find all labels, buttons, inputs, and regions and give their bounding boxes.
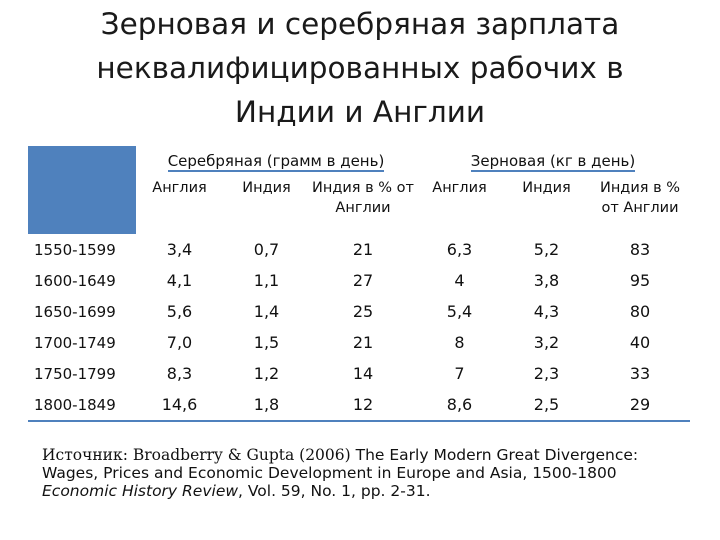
table-cell: 7,0 — [166, 333, 193, 352]
subheader-row: Англия Индия Индия в % от Англии Англия … — [28, 176, 690, 234]
title-line-3: Индии и Англии — [234, 95, 486, 129]
source-note: Источник: Broadberry & Gupta (2006) The … — [42, 446, 702, 500]
source-line-2: Wages, Prices and Economic Development i… — [42, 464, 617, 482]
source-title-part: The Early Modern Great Divergence: — [350, 446, 639, 464]
table-cell: 5,2 — [533, 240, 560, 259]
period-cell: 1600-1649 — [34, 271, 116, 290]
period-cell: 1650-1699 — [34, 302, 116, 321]
table-cell: 2,3 — [533, 364, 560, 383]
corner-cell-lower — [28, 176, 136, 234]
table-cell: 4 — [454, 271, 465, 290]
table-cell: 4,1 — [166, 271, 193, 290]
period-cell: 1550-1599 — [34, 240, 116, 259]
table-cell: 2,5 — [503, 389, 590, 422]
table-cell: 1,8 — [223, 389, 310, 422]
table-cell: 8,3 — [166, 364, 193, 383]
table-row: 1600-1649 4,1 1,1 27 4 3,8 95 — [28, 265, 690, 296]
table-cell: 1,4 — [253, 302, 280, 321]
group-header-grain: Зерновая (кг в день) — [470, 152, 636, 172]
table-row: 1750-1799 8,3 1,2 14 7 2,3 33 — [28, 358, 690, 389]
table-cell: 3,8 — [533, 271, 560, 290]
table-cell: 25 — [352, 302, 374, 321]
table-cell: 8 — [454, 333, 465, 352]
slide-title: Зерновая и серебряная зарплата неквалифи… — [0, 2, 720, 134]
table-cell: 14 — [352, 364, 374, 383]
table-cell: 1,2 — [253, 364, 280, 383]
table-cell: 3,4 — [166, 240, 193, 259]
table-row: 1550-1599 3,4 0,7 21 6,3 5,2 83 — [28, 234, 690, 265]
group-header-row: Серебряная (грамм в день) Зерновая (кг в… — [28, 146, 690, 176]
table-cell: 27 — [352, 271, 374, 290]
table-cell: 21 — [352, 240, 374, 259]
title-line-2: неквалифицированных рабочих в — [96, 51, 624, 85]
source-journal: Economic History Review — [42, 482, 239, 500]
table-cell: 1,5 — [253, 333, 280, 352]
table-row: 1700-1749 7,0 1,5 21 8 3,2 40 — [28, 327, 690, 358]
source-line-1: Источник: Broadberry & Gupta (2006) The … — [42, 446, 702, 464]
title-line-1: Зерновая и серебряная зарплата — [100, 7, 620, 41]
source-volume: , Vol. 59, No. 1, pp. 2-31. — [238, 482, 431, 500]
table-cell: 0,7 — [253, 240, 280, 259]
table-cell: 1,1 — [253, 271, 280, 290]
table-cell: 40 — [629, 333, 651, 352]
subheader-cell: Индия в % от Англии — [599, 180, 681, 216]
group-header-silver: Серебряная (грамм в день) — [167, 152, 385, 172]
wage-table: Серебряная (грамм в день) Зерновая (кг в… — [28, 146, 690, 422]
table-cell: 83 — [629, 240, 651, 259]
subheader-cell: Индия — [242, 180, 291, 196]
table-cell: 12 — [310, 389, 416, 422]
period-cell: 1800-1849 — [28, 389, 136, 422]
subheader-cell: Индия — [522, 180, 571, 196]
table-cell: 7 — [454, 364, 465, 383]
table-cell: 6,3 — [446, 240, 473, 259]
table-cell: 8,6 — [416, 389, 503, 422]
source-prefix: Источник: Broadberry & Gupta (2006) — [42, 446, 351, 464]
period-cell: 1750-1799 — [34, 364, 116, 383]
table-row: 1800-1849 14,6 1,8 12 8,6 2,5 29 — [28, 389, 690, 422]
table-cell: 5,6 — [166, 302, 193, 321]
period-cell: 1700-1749 — [34, 333, 116, 352]
corner-cell — [28, 146, 136, 176]
table-cell: 95 — [629, 271, 651, 290]
subheader-cell: Англия — [152, 180, 207, 196]
table-cell: 29 — [590, 389, 690, 422]
table-cell: 21 — [352, 333, 374, 352]
subheader-cell: Англия — [432, 180, 487, 196]
table-cell: 4,3 — [533, 302, 560, 321]
subheader-cell: Индия в % от Англии — [312, 180, 414, 216]
table-cell: 14,6 — [136, 389, 223, 422]
table-cell: 3,2 — [533, 333, 560, 352]
source-line-3: Economic History Review, Vol. 59, No. 1,… — [42, 482, 702, 500]
table-row: 1650-1699 5,6 1,4 25 5,4 4,3 80 — [28, 296, 690, 327]
table-cell: 80 — [629, 302, 651, 321]
table-cell: 5,4 — [446, 302, 473, 321]
table-cell: 33 — [629, 364, 651, 383]
